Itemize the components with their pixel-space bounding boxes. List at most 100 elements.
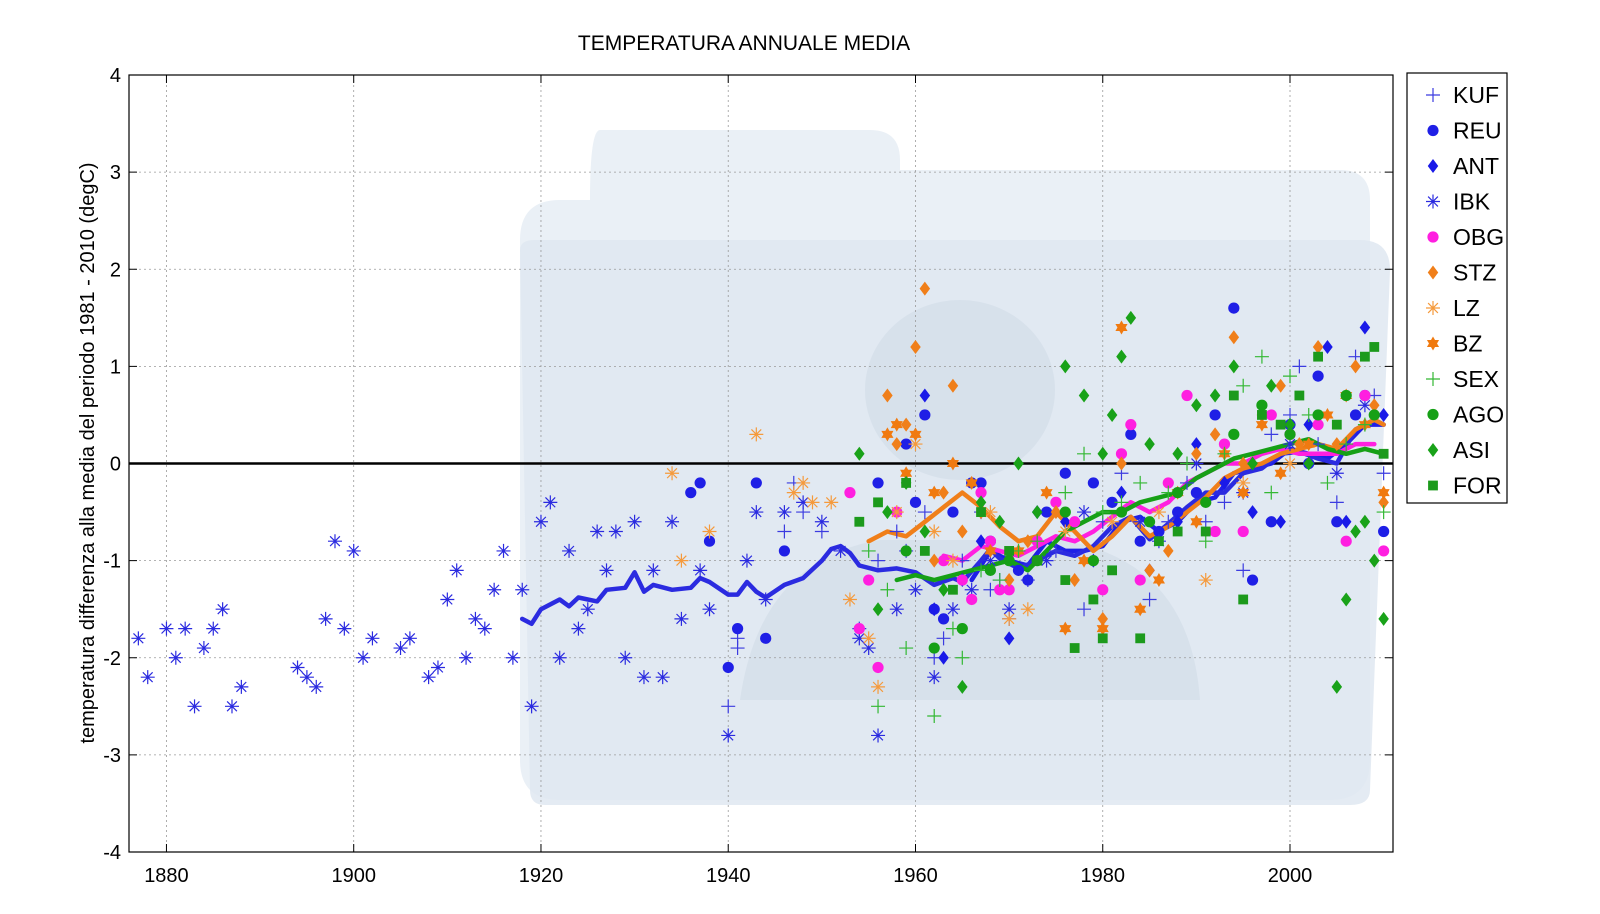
data-point-ibk: [140, 670, 155, 685]
data-point-sex: [1254, 349, 1269, 364]
chart-title: TEMPERATURA ANNUALE MEDIA: [578, 32, 910, 55]
data-point-asi: [854, 446, 865, 461]
data-point-for: [1088, 594, 1099, 605]
data-point-ibk: [562, 543, 577, 558]
legend-label: ANT: [1453, 153, 1499, 179]
data-point-reu: [1265, 516, 1277, 528]
data-point-ant: [1060, 514, 1071, 529]
data-point-ant: [1116, 485, 1127, 500]
data-point-obg: [1050, 496, 1062, 508]
legend-item-lz: LZ: [1426, 295, 1480, 321]
legend-box: [1406, 72, 1508, 504]
data-point-stz: [1331, 437, 1343, 452]
data-point-asi: [872, 602, 884, 617]
data-point-reu: [731, 623, 744, 635]
data-point-ibk: [318, 611, 333, 626]
data-point-ibk: [721, 728, 736, 743]
data-point-ibk: [327, 534, 342, 549]
data-point-kuf: [1198, 514, 1213, 529]
data-point-ant: [1322, 339, 1333, 354]
data-point-ibk: [599, 563, 614, 578]
data-point-for: [1369, 342, 1380, 352]
y-tick-label: 4: [110, 65, 121, 87]
data-point-for: [1004, 546, 1015, 556]
data-point-reu: [1134, 535, 1146, 547]
data-point-stz: [1369, 398, 1380, 413]
y-tick-label: -3: [103, 745, 121, 767]
data-point-asi: [1106, 407, 1118, 422]
data-point-ibk: [496, 543, 511, 558]
data-point-ibk: [309, 679, 324, 694]
data-point-lz: [1002, 611, 1017, 626]
data-point-ant: [938, 650, 949, 665]
data-point-for: [873, 497, 883, 508]
data-point-ibk: [215, 602, 230, 617]
data-point-lz: [805, 495, 820, 510]
data-point-asi: [957, 679, 968, 694]
data-point-ago: [1059, 506, 1071, 518]
data-point-bz: [1274, 466, 1287, 481]
data-point-ibk: [224, 699, 239, 714]
data-point-lz: [674, 553, 689, 568]
x-tick-label: 1880: [144, 865, 189, 887]
data-point-reu: [703, 535, 716, 547]
data-point-asi: [1228, 359, 1240, 374]
data-point-bz: [1237, 485, 1250, 500]
y-tick-label: 2: [110, 259, 121, 281]
data-point-ago: [1143, 516, 1156, 528]
legend-item-stz: STZ: [1427, 260, 1496, 286]
data-point-ant: [919, 388, 931, 403]
data-point-for: [1238, 594, 1249, 605]
data-point-obg: [1181, 389, 1193, 402]
y-tick-label: 1: [110, 356, 121, 378]
data-point-obg: [863, 574, 875, 586]
data-point-ibk: [1002, 602, 1017, 617]
data-point-asi: [1191, 398, 1202, 413]
data-point-ant: [1247, 505, 1258, 520]
data-point-ibk: [758, 592, 773, 607]
data-point-ibk: [468, 611, 483, 626]
data-point-asi: [1340, 592, 1352, 607]
legend-label: FOR: [1453, 473, 1502, 499]
data-point-ibk: [299, 670, 314, 685]
legend: KUF REU ANT IBK OBG STZ LZ BZ SEX AGO ASI FOR: [1406, 72, 1508, 504]
data-point-obg: [994, 584, 1006, 596]
data-point-stz: [938, 485, 949, 500]
legend-marker-reu: [1427, 124, 1439, 137]
data-point-ibk: [945, 602, 960, 617]
data-point-reu: [685, 487, 697, 499]
data-point-asi: [1125, 310, 1137, 325]
data-point-for: [1378, 448, 1389, 459]
data-point-ibk: [440, 592, 455, 607]
data-point-ago: [1200, 496, 1212, 508]
data-point-sex: [1133, 475, 1148, 490]
data-point-sex: [1339, 437, 1354, 452]
data-point-stz: [1116, 456, 1127, 471]
data-point-ago: [1312, 409, 1324, 421]
data-point-reu: [872, 477, 884, 489]
data-point-obg: [1312, 419, 1324, 431]
data-point-obg: [1378, 545, 1390, 557]
data-point-kuf: [917, 505, 932, 520]
data-point-ibk: [356, 650, 371, 665]
data-point-bz: [1059, 621, 1072, 636]
data-point-kuf: [1236, 563, 1251, 578]
data-point-stz: [882, 388, 893, 403]
data-point-lz: [1198, 573, 1213, 588]
data-point-reu: [1087, 477, 1099, 489]
data-point-stz: [1050, 505, 1062, 520]
data-point-bz: [984, 543, 997, 558]
data-point-asi: [1303, 456, 1314, 471]
data-point-sex: [1030, 534, 1045, 549]
data-point-for: [1172, 526, 1183, 537]
data-point-reu: [947, 506, 959, 518]
data-point-ibk: [693, 563, 708, 578]
data-point-reu: [909, 496, 922, 508]
data-point-bz: [1190, 514, 1203, 529]
data-point-asi: [1359, 514, 1371, 529]
data-point-ibk: [749, 505, 764, 520]
data-point-for: [854, 516, 865, 527]
data-point-asi: [1078, 388, 1090, 403]
data-point-ibk: [889, 602, 904, 617]
data-point-ibk: [290, 660, 305, 675]
